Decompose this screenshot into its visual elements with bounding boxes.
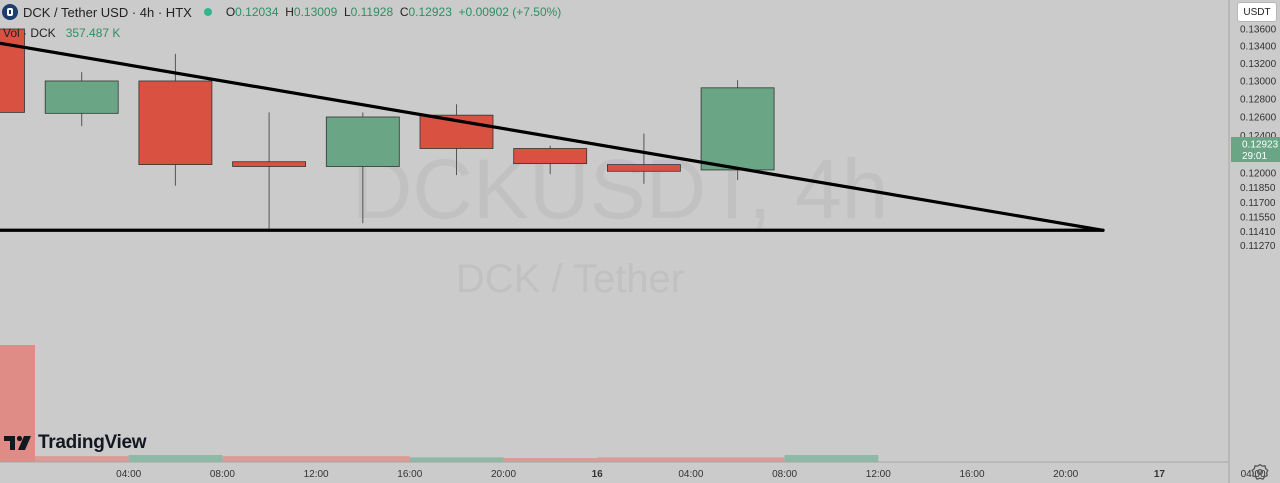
price-tick-label: 0.12400 bbox=[1240, 131, 1277, 142]
candle-body[interactable] bbox=[232, 161, 307, 167]
currency-unit-label: USDT bbox=[1243, 6, 1271, 18]
time-axis[interactable]: 04:00 08:00 12:00 16:00 20:00 16 04:00 08:00 12:… bbox=[116, 469, 1266, 480]
price-tick-label: 0.12000 bbox=[1240, 169, 1277, 180]
time-tick-label: 20:00 bbox=[491, 469, 516, 480]
volume-bar bbox=[503, 458, 598, 462]
last-price-tag: 0.12923 29:01 bbox=[1231, 137, 1280, 162]
volume-bar bbox=[409, 457, 504, 462]
candle-body[interactable] bbox=[700, 87, 775, 171]
price-tick-label: 0.13000 bbox=[1240, 76, 1277, 87]
legend-header: DCK / Tether USD · 4h · HTX O0.12034 H0.… bbox=[0, 3, 561, 21]
price-tick-label: 0.11550 bbox=[1240, 213, 1276, 224]
volume-bar bbox=[597, 457, 691, 462]
low-value: 0.11928 bbox=[350, 5, 394, 19]
price-tick-label: 0.12800 bbox=[1240, 94, 1277, 105]
volume-bar bbox=[128, 454, 223, 462]
last-price-value: 0.12923 bbox=[1242, 140, 1279, 151]
candle-body[interactable] bbox=[44, 80, 119, 114]
price-tick-label: 0.11270 bbox=[1240, 241, 1276, 252]
currency-unit-button[interactable]: USDT bbox=[1237, 2, 1277, 22]
symbol-title[interactable]: DCK / Tether USD · 4h · HTX bbox=[23, 4, 192, 20]
watermark-symbol: DCKUSDT, 4h bbox=[352, 142, 889, 236]
close-value: 0.12923 bbox=[408, 5, 452, 19]
candle-body[interactable] bbox=[607, 164, 681, 172]
price-tick-label: 0.13400 bbox=[1240, 42, 1277, 53]
open-value: 0.12034 bbox=[235, 5, 279, 19]
tradingview-wordmark: TradingView bbox=[38, 432, 147, 453]
volume-bar bbox=[35, 456, 129, 462]
volume-bar bbox=[222, 456, 317, 462]
low-label: L bbox=[343, 5, 351, 19]
volume-bar bbox=[0, 345, 35, 462]
candle-body[interactable] bbox=[0, 28, 25, 113]
price-tick-label: 0.13600 bbox=[1240, 25, 1277, 36]
time-tick-label: 04:00 bbox=[116, 469, 141, 480]
time-tick-label: 12:00 bbox=[866, 469, 891, 480]
price-tick-label: 0.11850 bbox=[1240, 183, 1276, 194]
volume-value: 357.487 K bbox=[65, 26, 121, 40]
high-label: H bbox=[285, 5, 294, 19]
time-tick-label: 08:00 bbox=[210, 469, 235, 480]
time-tick-label: 17 bbox=[1154, 469, 1166, 480]
change-value: +0.00902 (+7.50%) bbox=[458, 5, 562, 19]
tradingview-logo-icon bbox=[4, 435, 31, 450]
time-tick-label: 16 bbox=[592, 469, 604, 480]
time-tick-label: 12:00 bbox=[304, 469, 329, 480]
time-tick-label: 20:00 bbox=[1053, 469, 1078, 480]
time-tick-label: 16:00 bbox=[397, 469, 422, 480]
candles bbox=[0, 28, 775, 230]
volume-bar bbox=[316, 456, 410, 462]
time-tick-label: 04:00 bbox=[678, 469, 703, 480]
last-price-tag-bg bbox=[1231, 137, 1280, 162]
candle-body[interactable] bbox=[325, 116, 400, 167]
volume-label[interactable]: Vol · DCK bbox=[3, 26, 56, 40]
volume-bar bbox=[690, 457, 785, 462]
candle-body[interactable] bbox=[138, 80, 213, 165]
volume-legend: Vol · DCK 357.487 K bbox=[0, 25, 120, 41]
high-value: 0.13009 bbox=[293, 5, 338, 19]
ohlc-values: O0.12034 H0.13009 L0.11928 C0.12923 +0.0… bbox=[226, 5, 561, 19]
price-tick-label: 0.13200 bbox=[1240, 59, 1277, 70]
price-tick-label: 0.12600 bbox=[1240, 112, 1277, 123]
watermark-name: DCK / Tether bbox=[456, 257, 684, 301]
close-label: C bbox=[399, 5, 409, 19]
coin-logo-icon bbox=[2, 4, 18, 20]
open-label: O bbox=[225, 5, 236, 19]
trendline[interactable] bbox=[0, 33, 1105, 232]
time-tick-label: 16:00 bbox=[959, 469, 984, 480]
volume-bars bbox=[0, 345, 879, 462]
volume-bar bbox=[784, 454, 879, 462]
price-tick-label: 0.11410 bbox=[1240, 227, 1276, 238]
price-tick-label: 0.11700 bbox=[1240, 198, 1276, 209]
time-tick-label: 08:00 bbox=[772, 469, 797, 480]
countdown-value: 29:01 bbox=[1242, 151, 1267, 162]
settings-gear-icon[interactable] bbox=[1251, 463, 1269, 481]
trendlines[interactable] bbox=[0, 33, 1105, 232]
market-status-icon bbox=[203, 8, 212, 16]
candle-body[interactable] bbox=[513, 148, 588, 165]
tradingview-logo[interactable]: TradingView bbox=[4, 432, 147, 454]
